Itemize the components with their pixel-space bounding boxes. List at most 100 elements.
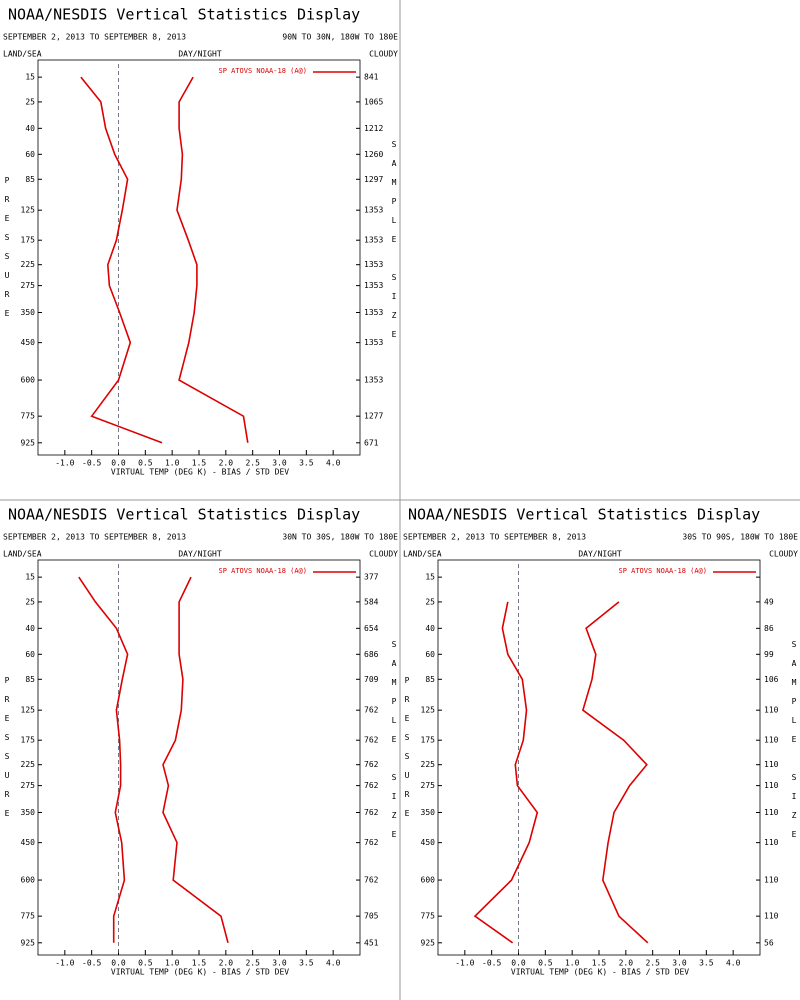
x-tick-label: 1.0: [165, 459, 180, 468]
sample-size-label: 762: [364, 876, 379, 885]
sample-size-label: 377: [364, 573, 379, 582]
y-tick-label: 40: [425, 624, 435, 633]
y-tick-label: 175: [21, 736, 36, 745]
y-tick-label: 15: [25, 73, 35, 82]
x-tick-label: 1.5: [192, 459, 207, 468]
y-tick-label: 275: [21, 781, 36, 790]
x-tick-label: -0.5: [82, 459, 101, 468]
sample-size-label: 110: [764, 760, 779, 769]
y-tick-label: 775: [21, 912, 36, 921]
y-tick-label: 125: [21, 706, 36, 715]
region: 30N TO 30S, 180W TO 180E: [282, 533, 398, 542]
subtitle: SEPTEMBER 2, 2013 TO SEPTEMBER 8, 2013: [403, 533, 586, 542]
x-axis-label: VIRTUAL TEMP (DEG K) - BIAS / STD DEV: [111, 468, 289, 477]
y-tick-label: 225: [21, 260, 36, 269]
y-tick-label: 60: [25, 150, 35, 159]
y-tick-label: 60: [425, 650, 435, 659]
bias-line: [80, 76, 163, 444]
x-tick-label: 3.0: [272, 459, 287, 468]
subtitle: SEPTEMBER 2, 2013 TO SEPTEMBER 8, 2013: [3, 33, 186, 42]
y-tick-label: 925: [421, 938, 436, 947]
y-tick-label: 600: [421, 876, 436, 885]
y-tick-label: 450: [21, 838, 36, 847]
sample-size-label: 671: [364, 438, 379, 447]
cloudy-label: CLOUDY: [769, 550, 798, 559]
subtitle: SEPTEMBER 2, 2013 TO SEPTEMBER 8, 2013: [3, 533, 186, 542]
y-tick-label: 85: [25, 175, 35, 184]
sample-size-label: 56: [764, 938, 774, 947]
sample-size-label: 762: [364, 736, 379, 745]
sample-size-label: 110: [764, 912, 779, 921]
sample-size-label: 451: [364, 938, 379, 947]
x-tick-label: 3.0: [272, 959, 287, 968]
sample-size-label: 110: [764, 736, 779, 745]
y-tick-label: 450: [21, 338, 36, 347]
cloudy-label: CLOUDY: [369, 550, 398, 559]
y-axis-label: PRESSURE: [3, 676, 12, 828]
x-tick-label: 0.0: [111, 459, 126, 468]
x-tick-label: 4.0: [326, 959, 341, 968]
sample-size-label: 1212: [364, 124, 383, 133]
sample-size-label: 99: [764, 650, 774, 659]
y2-axis-label: SAMPLE SIZE: [390, 640, 399, 849]
sample-size-label: 1353: [364, 206, 383, 215]
x-tick-label: -1.0: [55, 959, 74, 968]
legend-label: SP ATOVS NOAA-18 (A@): [618, 567, 707, 575]
land-sea-label: LAND/SEA: [403, 550, 442, 559]
sample-size-label: 110: [764, 706, 779, 715]
y-tick-label: 350: [21, 808, 36, 817]
y-tick-label: 25: [425, 597, 435, 606]
sample-size-label: 762: [364, 760, 379, 769]
x-tick-label: 0.0: [511, 959, 526, 968]
y-tick-label: 125: [21, 206, 36, 215]
y-tick-label: 25: [25, 597, 35, 606]
sample-size-label: 110: [764, 838, 779, 847]
y-tick-label: 225: [21, 760, 36, 769]
x-tick-label: 3.5: [699, 959, 714, 968]
x-tick-label: 2.5: [245, 459, 260, 468]
sample-size-label: 1277: [364, 412, 383, 421]
sample-size-label: 106: [764, 675, 779, 684]
sample-size-label: 110: [764, 781, 779, 790]
y-tick-label: 25: [25, 97, 35, 106]
land-sea-label: LAND/SEA: [3, 50, 42, 59]
x-tick-label: -0.5: [82, 959, 101, 968]
y-axis-label: PRESSURE: [403, 676, 412, 828]
sample-size-label: 584: [364, 597, 379, 606]
x-tick-label: 4.0: [726, 959, 741, 968]
y-tick-label: 600: [21, 376, 36, 385]
y-tick-label: 275: [21, 281, 36, 290]
y-tick-label: 925: [21, 438, 36, 447]
sample-size-label: 762: [364, 838, 379, 847]
region: 30S TO 90S, 180W TO 180E: [682, 533, 798, 542]
day-night-label: DAY/NIGHT: [578, 550, 622, 559]
y-tick-label: 125: [421, 706, 436, 715]
sample-size-label: 1065: [364, 97, 383, 106]
y-tick-label: 775: [421, 912, 436, 921]
x-tick-label: 2.5: [245, 959, 260, 968]
sample-size-label: 1260: [364, 150, 383, 159]
y-tick-label: 85: [25, 675, 35, 684]
land-sea-label: LAND/SEA: [3, 550, 42, 559]
sample-size-label: 705: [364, 912, 379, 921]
std-dev-line: [581, 601, 649, 944]
sample-size-label: 110: [764, 808, 779, 817]
bias-line: [473, 601, 539, 944]
y-tick-label: 60: [25, 650, 35, 659]
sample-size-label: 1353: [364, 376, 383, 385]
x-tick-label: -1.0: [455, 959, 474, 968]
y-tick-label: 15: [425, 573, 435, 582]
x-tick-label: 0.5: [138, 459, 153, 468]
legend-label: SP ATOVS NOAA-18 (A@): [218, 567, 307, 575]
sample-size-label: 49: [764, 597, 774, 606]
x-axis-label: VIRTUAL TEMP (DEG K) - BIAS / STD DEV: [111, 968, 289, 977]
y-tick-label: 40: [25, 624, 35, 633]
x-tick-label: 0.5: [538, 959, 553, 968]
chart-panel: NOAA/NESDIS Vertical Statistics Display S…: [403, 506, 799, 977]
y-axis-label: PRESSURE: [3, 176, 12, 328]
x-axis-label: VIRTUAL TEMP (DEG K) - BIAS / STD DEV: [511, 968, 689, 977]
x-tick-label: 1.5: [192, 959, 207, 968]
std-dev-line: [162, 576, 229, 944]
sample-size-label: 762: [364, 808, 379, 817]
